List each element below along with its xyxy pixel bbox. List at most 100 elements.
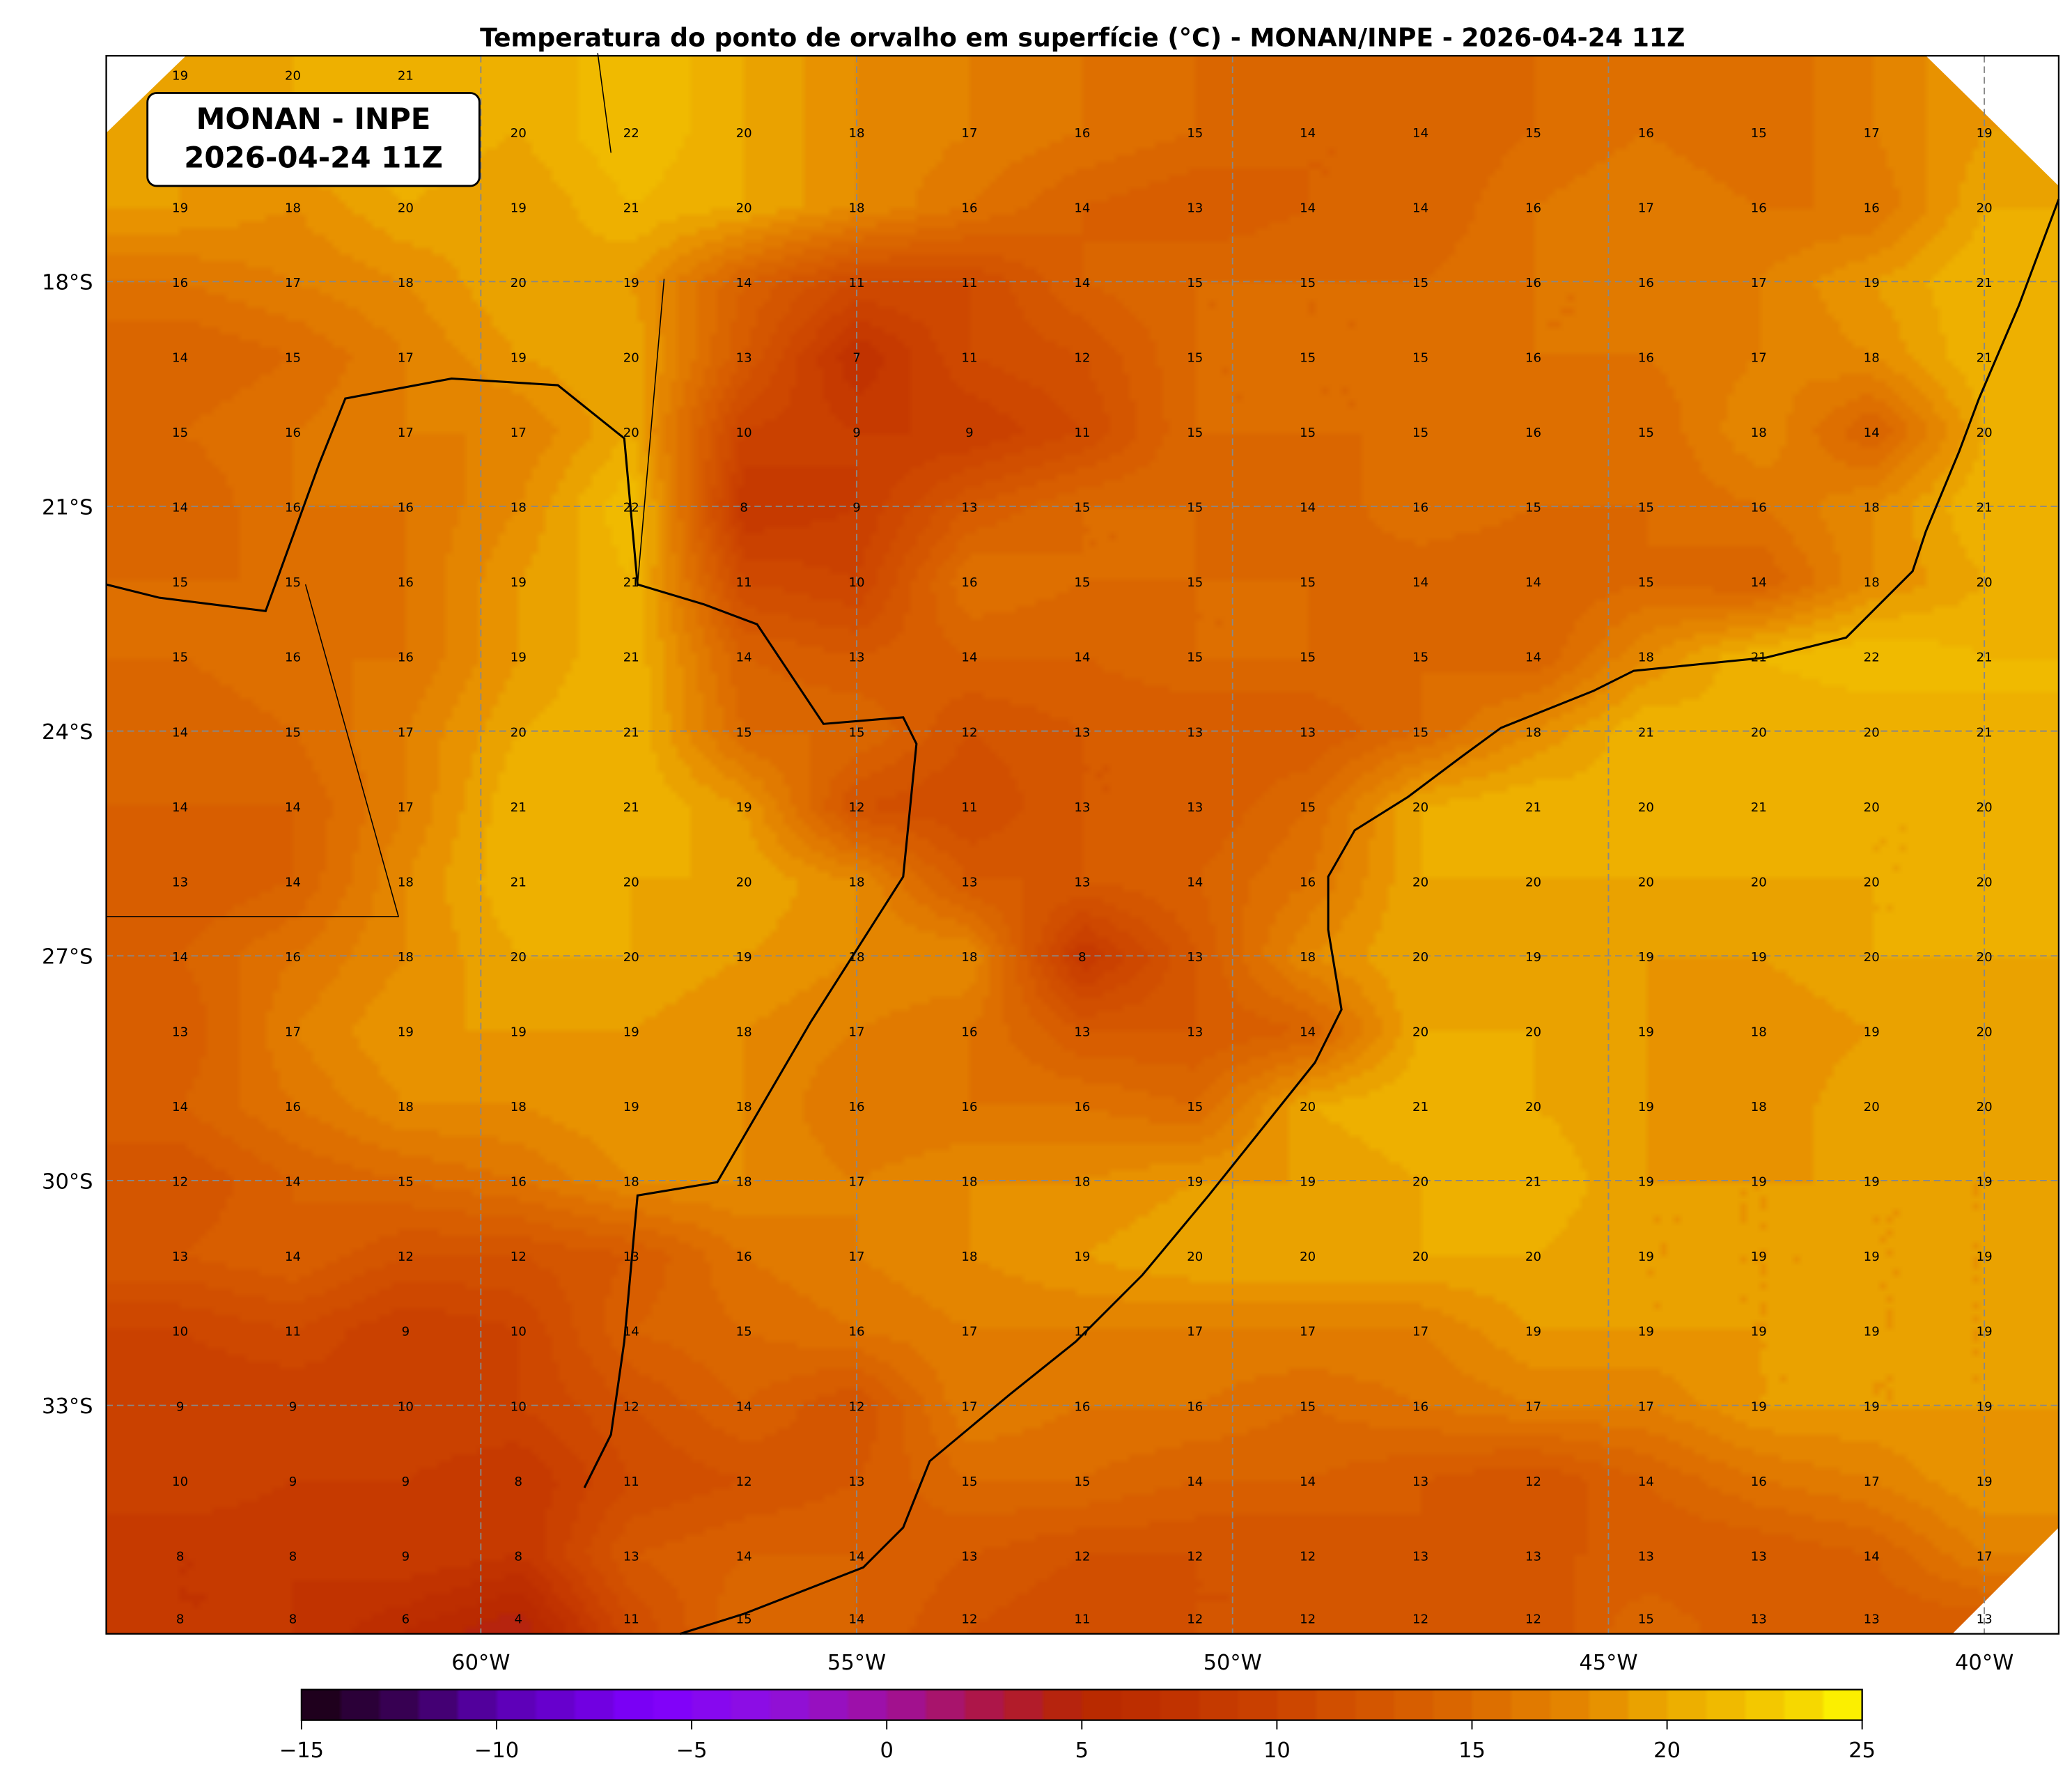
station-value: 11 <box>1074 426 1090 440</box>
station-value: 15 <box>1412 725 1428 740</box>
map-corner-mask <box>106 56 186 133</box>
station-value: 8 <box>515 1475 523 1489</box>
station-value: 20 <box>623 426 639 440</box>
station-value: 12 <box>1187 1549 1203 1564</box>
station-value: 17 <box>961 1325 977 1339</box>
station-value: 21 <box>1525 800 1541 815</box>
latitude-ticks: 18°S 21°S 24°S 27°S 30°S 33°S <box>42 271 93 1419</box>
station-value: 22 <box>1864 651 1880 665</box>
station-value: 13 <box>1187 1025 1203 1039</box>
station-value: 17 <box>1751 276 1767 290</box>
station-value: 14 <box>623 1325 639 1339</box>
station-value: 10 <box>736 426 752 440</box>
station-value: 15 <box>1300 800 1316 815</box>
station-value: 20 <box>736 201 752 215</box>
gridlines <box>106 56 2059 1634</box>
station-value: 18 <box>1751 1100 1767 1114</box>
station-value: 15 <box>1187 575 1203 590</box>
station-value: 20 <box>1751 875 1767 889</box>
station-value: 14 <box>172 725 188 740</box>
station-value: 18 <box>849 875 865 889</box>
station-value: 12 <box>1300 1612 1316 1626</box>
longitude-ticks: 60°W 55°W 50°W 45°W 40°W <box>451 1651 2013 1675</box>
station-value: 14 <box>1751 575 1767 590</box>
station-value: 17 <box>1525 1399 1541 1414</box>
station-value: 20 <box>1864 725 1880 740</box>
station-value: 15 <box>1074 501 1090 515</box>
station-value: 20 <box>623 350 639 365</box>
station-value: 20 <box>1977 575 1993 590</box>
station-value: 14 <box>285 800 301 815</box>
station-value: 22 <box>623 501 639 515</box>
station-value: 9 <box>852 501 861 515</box>
country-border <box>106 377 918 1488</box>
station-value: 17 <box>285 1025 301 1039</box>
station-value: 9 <box>289 1475 297 1489</box>
annotation-box: MONAN - INPE 2026-04-24 11Z <box>146 92 481 187</box>
station-value: 15 <box>849 725 865 740</box>
colorbar-tick-label: 10 <box>1263 1739 1291 1763</box>
station-value: 20 <box>623 875 639 889</box>
station-value: 18 <box>736 1100 752 1114</box>
station-value: 18 <box>1300 950 1316 965</box>
station-value: 15 <box>736 725 752 740</box>
station-value: 19 <box>736 800 752 815</box>
station-value: 19 <box>172 201 188 215</box>
station-value: 16 <box>1751 201 1767 215</box>
station-value: 14 <box>1300 1025 1316 1039</box>
station-value: 17 <box>398 800 414 815</box>
station-value: 21 <box>623 725 639 740</box>
station-values: 19 20 21 20 22 20 18 17 16 15 14 14 15 16 15 17 19 19 18 20… <box>172 68 1993 1626</box>
station-value: 15 <box>1638 426 1654 440</box>
station-value: 9 <box>852 426 861 440</box>
station-value: 20 <box>1977 426 1993 440</box>
station-value: 18 <box>511 1100 527 1114</box>
station-value: 11 <box>961 276 977 290</box>
station-value: 9 <box>402 1325 410 1339</box>
station-value: 20 <box>511 276 527 290</box>
station-value: 11 <box>736 575 752 590</box>
station-value: 19 <box>1751 1399 1767 1414</box>
station-value: 13 <box>961 501 977 515</box>
station-value: 19 <box>1751 950 1767 965</box>
station-value: 19 <box>1977 1399 1993 1414</box>
station-value: 12 <box>1300 1549 1316 1564</box>
station-value: 10 <box>398 1399 414 1414</box>
station-value: 20 <box>1525 1025 1541 1039</box>
station-value: 14 <box>1412 126 1428 141</box>
station-value: 8 <box>176 1549 185 1564</box>
station-value: 18 <box>849 950 865 965</box>
annotation-frame <box>146 92 481 187</box>
station-value: 14 <box>1525 575 1541 590</box>
station-value: 13 <box>1751 1612 1767 1626</box>
station-value: 13 <box>172 1025 188 1039</box>
station-value: 18 <box>1864 575 1880 590</box>
station-value: 13 <box>736 350 752 365</box>
station-value: 21 <box>623 575 639 590</box>
colorbar-gradient <box>301 1689 1862 1720</box>
station-value: 20 <box>511 950 527 965</box>
station-value: 21 <box>623 201 639 215</box>
station-value: 15 <box>1187 276 1203 290</box>
lon-tick-label: 40°W <box>1955 1651 2013 1675</box>
station-value: 17 <box>961 126 977 141</box>
station-value: 10 <box>511 1399 527 1414</box>
station-value: 8 <box>289 1612 297 1626</box>
station-value: 15 <box>172 575 188 590</box>
station-value: 21 <box>623 800 639 815</box>
station-value: 13 <box>172 875 188 889</box>
station-value: 15 <box>285 725 301 740</box>
station-value: 21 <box>511 875 527 889</box>
station-value: 20 <box>1638 800 1654 815</box>
station-value: 13 <box>1074 800 1090 815</box>
station-value: 21 <box>1751 651 1767 665</box>
station-value: 16 <box>1638 350 1654 365</box>
station-value: 18 <box>736 1025 752 1039</box>
station-value: 9 <box>402 1549 410 1564</box>
colorbar-ticks: −15 −10 −5 0 5 10 15 20 25 <box>279 1720 1876 1763</box>
station-value: 14 <box>1300 126 1316 141</box>
station-value: 18 <box>623 1175 639 1190</box>
lat-tick-label: 27°S <box>42 945 93 970</box>
station-value: 18 <box>1751 1025 1767 1039</box>
station-value: 17 <box>1638 201 1654 215</box>
